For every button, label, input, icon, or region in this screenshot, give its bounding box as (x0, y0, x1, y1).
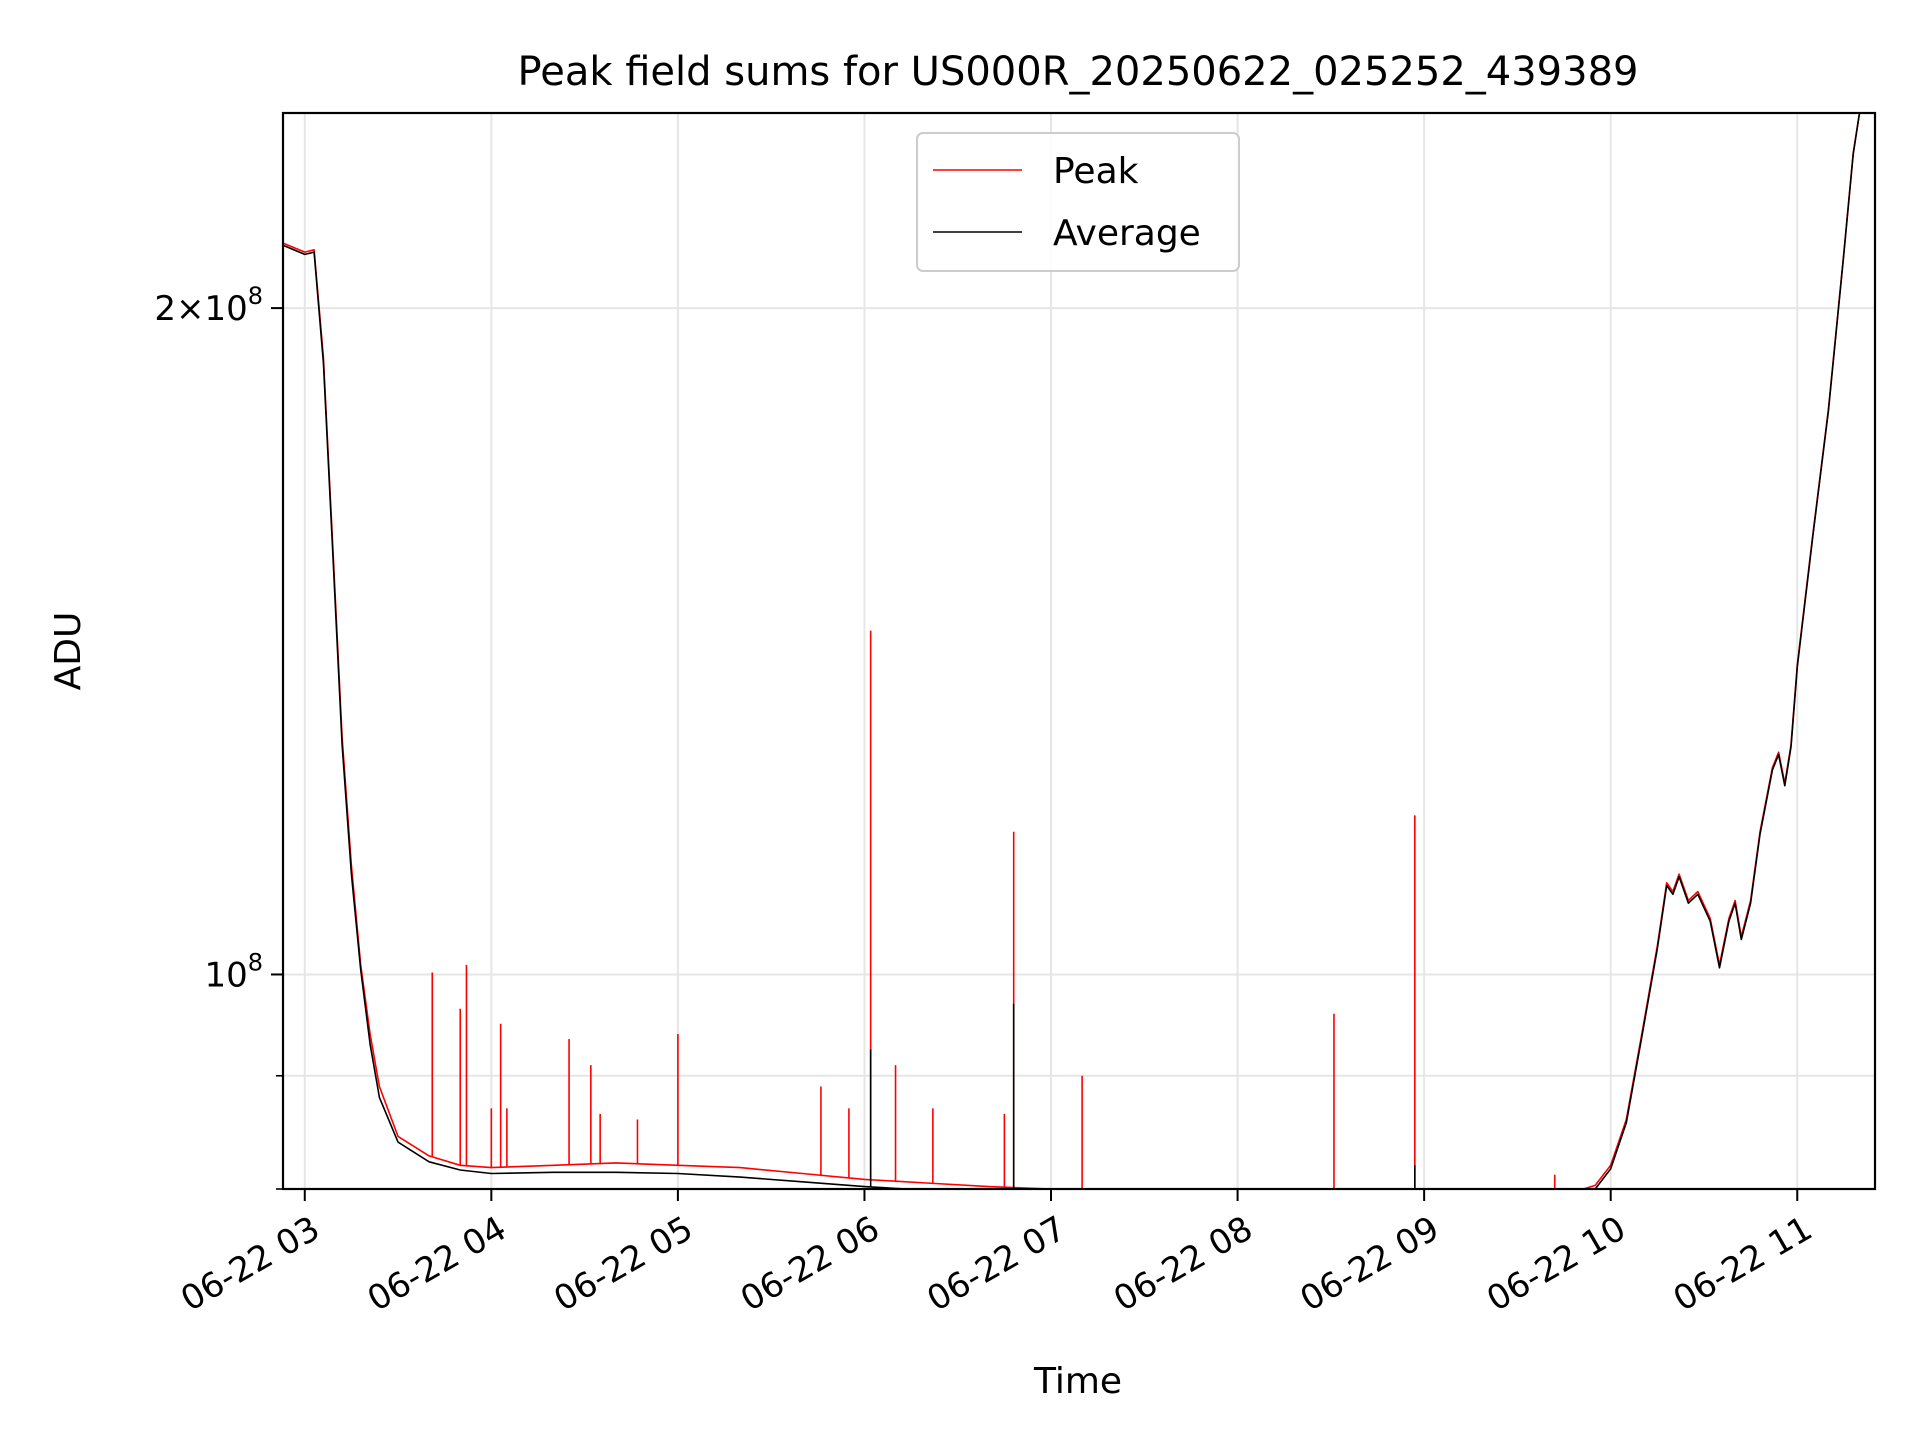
legend-average-label: Average (1053, 213, 1201, 254)
legend-box (916, 132, 1240, 272)
y-tick-label: 108 (204, 948, 263, 995)
y-tick-label: 2×108 (154, 282, 263, 329)
series-line-peak (283, 113, 1875, 1189)
y-axis-label: ADU (48, 612, 89, 691)
x-axis-label: Time (1033, 1361, 1122, 1402)
series-layer (283, 113, 1875, 1189)
legend-peak-label: Peak (1053, 151, 1139, 192)
legend: Peak Average (916, 132, 1240, 272)
plot-frame (281, 111, 1877, 1191)
chart-title: Peak field sums for US000R_20250622_0252… (518, 49, 1639, 95)
grid-lines (283, 113, 1875, 1190)
series-line-average (283, 113, 1875, 1189)
